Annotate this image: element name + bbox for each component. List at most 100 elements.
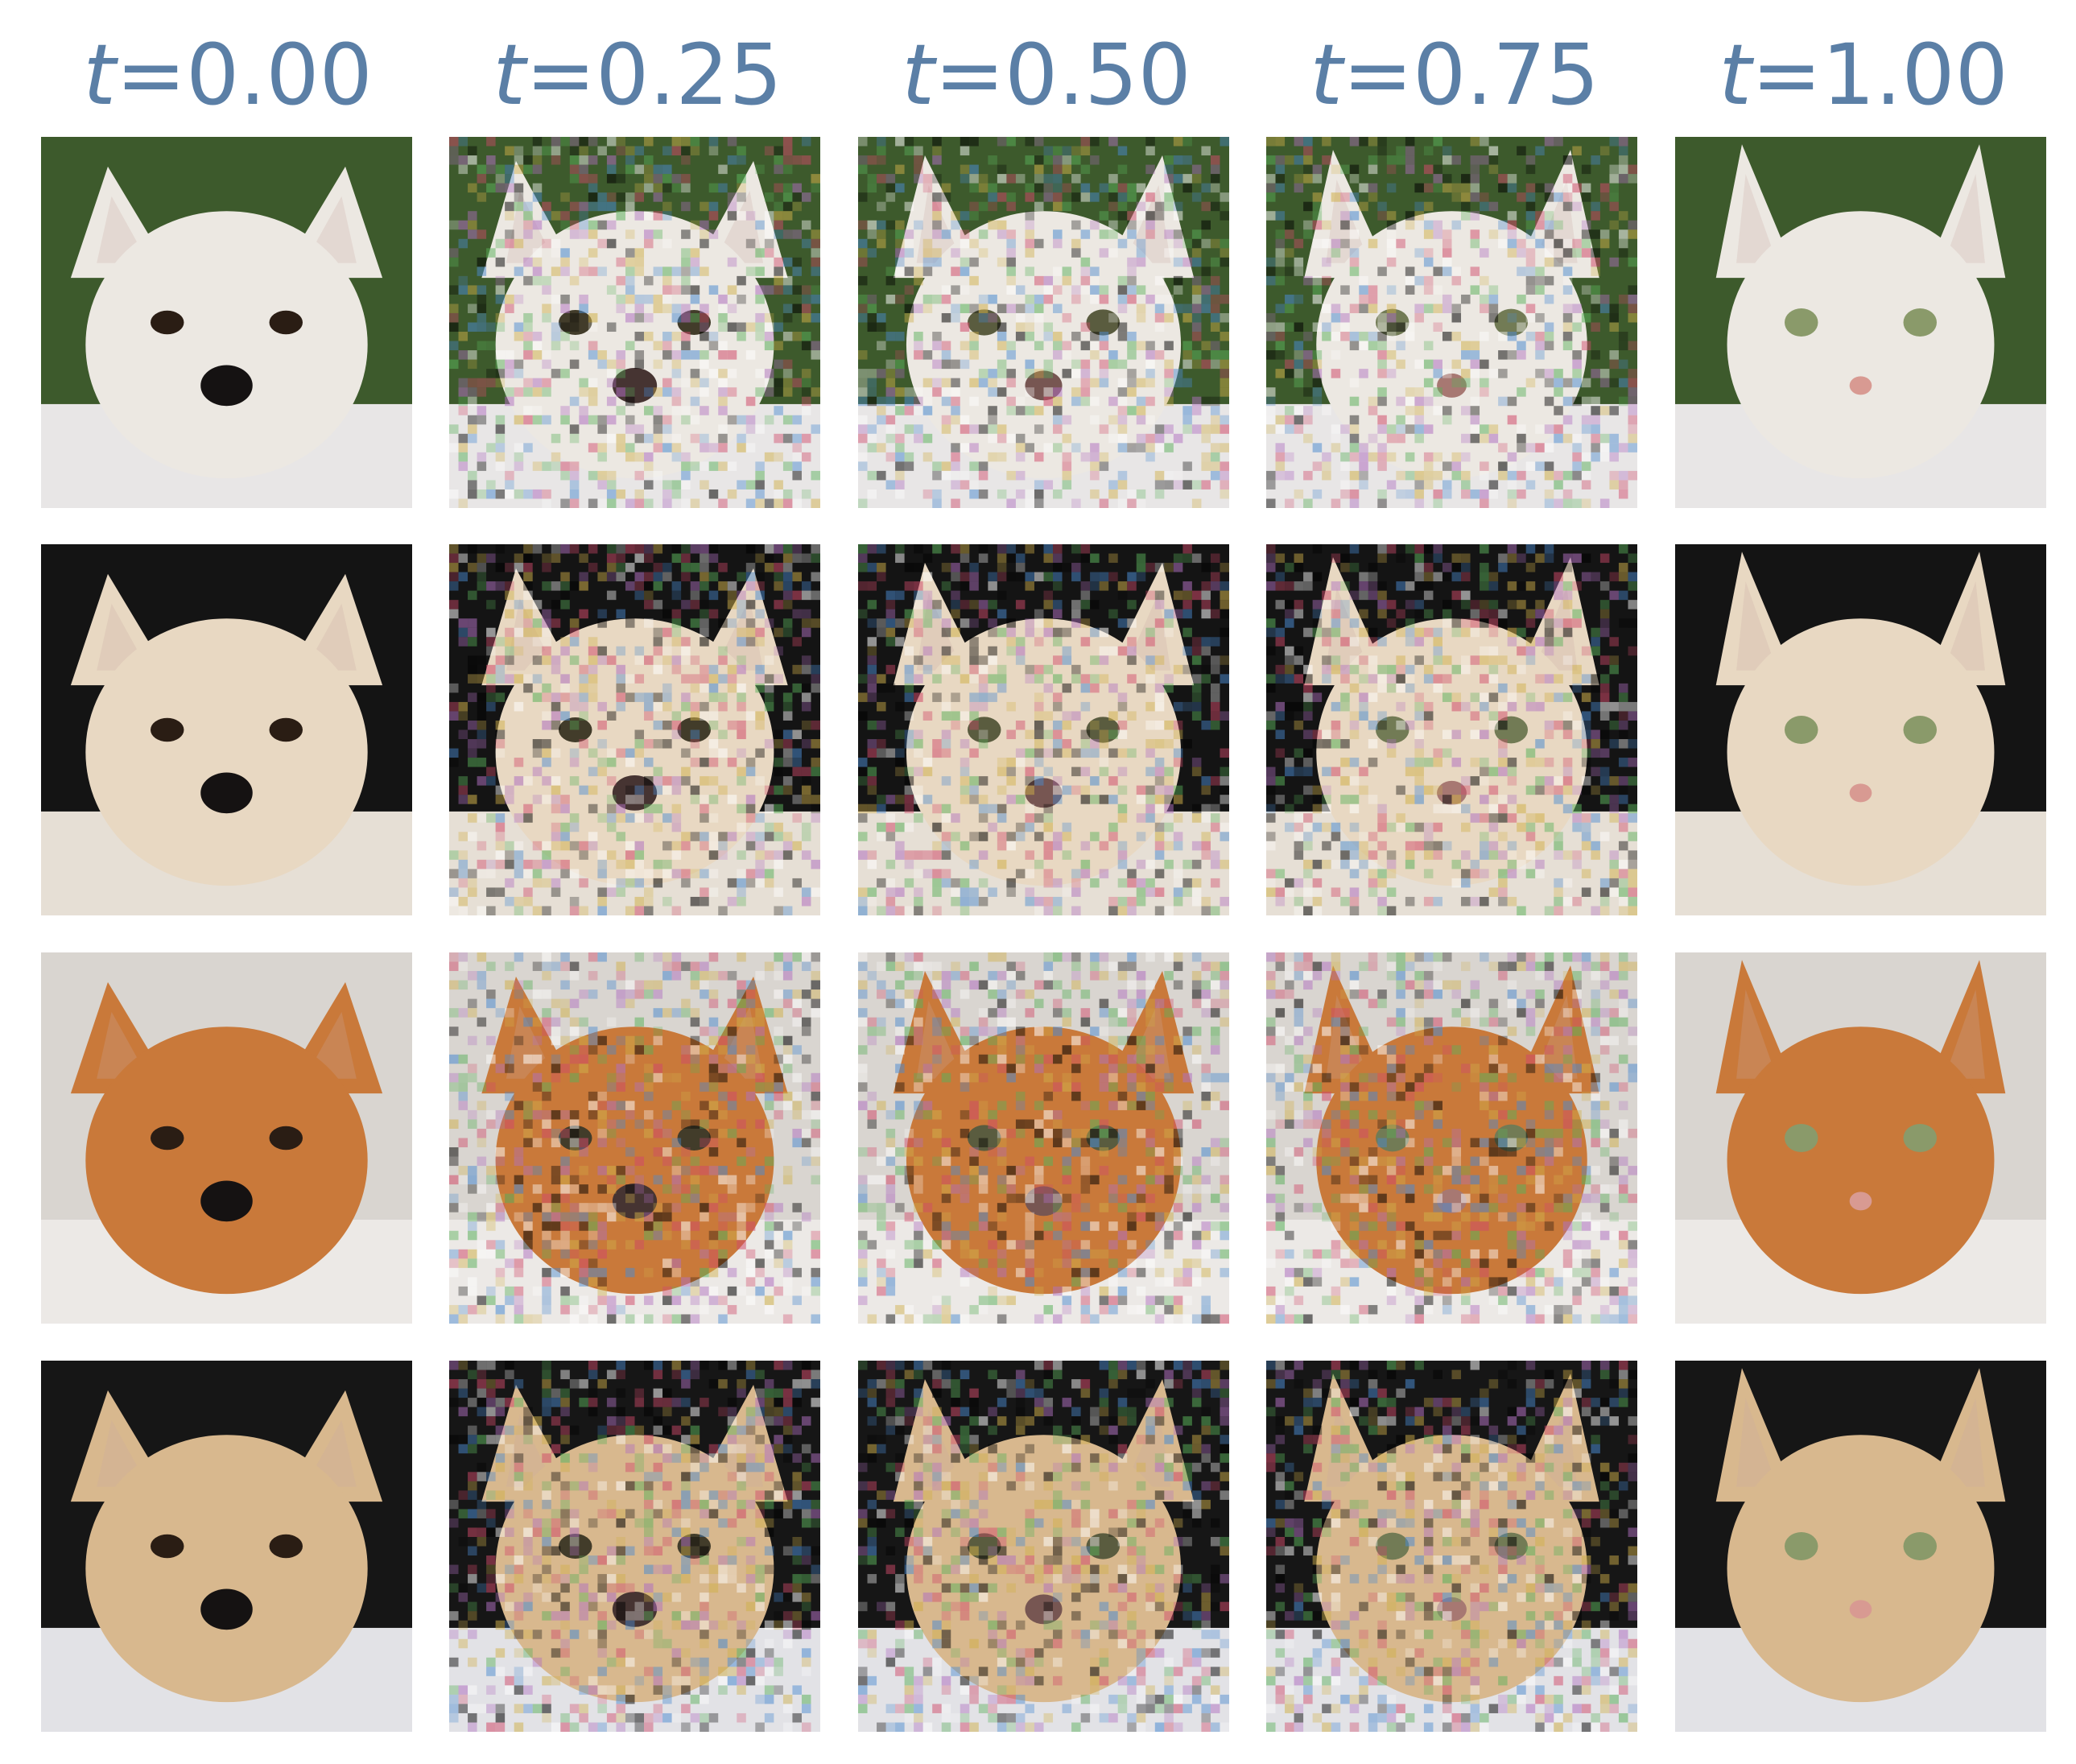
- noise-pixel: [514, 1147, 524, 1157]
- noise-pixel: [681, 1119, 691, 1129]
- noise-pixel: [542, 692, 551, 702]
- noise-pixel: [1628, 887, 1637, 897]
- noise-pixel: [1145, 192, 1155, 202]
- noise-pixel: [1405, 322, 1415, 333]
- noise-pixel: [1285, 229, 1294, 239]
- noise-pixel: [523, 1119, 533, 1129]
- noise-pixel: [690, 275, 700, 286]
- noise-pixel: [1127, 869, 1137, 878]
- noise-pixel: [1127, 275, 1137, 286]
- noise-pixel: [745, 424, 756, 434]
- noise-pixel: [1303, 229, 1313, 239]
- noise-pixel: [1043, 294, 1054, 304]
- noise-pixel: [523, 164, 533, 175]
- noise-pixel: [1145, 655, 1155, 665]
- noise-pixel: [737, 701, 746, 712]
- noise-pixel: [764, 1119, 774, 1129]
- noise-pixel: [1025, 822, 1034, 832]
- noise-pixel: [1099, 572, 1109, 582]
- noise-pixel: [495, 257, 506, 267]
- noise-pixel: [1275, 896, 1286, 907]
- noise-pixel: [867, 887, 877, 897]
- noise-pixel: [1108, 748, 1118, 758]
- noise-pixel: [1191, 359, 1202, 370]
- noise-pixel: [579, 201, 588, 212]
- noise-pixel: [764, 1082, 774, 1092]
- noise-pixel: [1322, 739, 1331, 749]
- noise-pixel: [449, 952, 459, 962]
- noise-pixel: [495, 294, 506, 304]
- noise-pixel: [1414, 776, 1424, 786]
- noise-pixel: [634, 729, 645, 740]
- noise-pixel: [1136, 201, 1146, 212]
- noise-pixel: [671, 869, 682, 878]
- noise-pixel: [449, 1119, 459, 1129]
- eye: [677, 717, 712, 742]
- noise-pixel: [1461, 201, 1471, 212]
- noise-pixel: [653, 581, 663, 591]
- noise-pixel: [885, 220, 896, 230]
- noise-pixel: [792, 1008, 802, 1018]
- noise-pixel: [718, 443, 728, 452]
- noise-pixel: [700, 266, 709, 276]
- noise-pixel: [1368, 183, 1378, 193]
- noise-pixel: [1210, 304, 1220, 313]
- noise-pixel: [1201, 452, 1211, 462]
- noise-pixel: [914, 748, 923, 758]
- noise-pixel: [569, 692, 580, 702]
- noise-pixel: [1562, 470, 1573, 481]
- noise-pixel: [858, 415, 868, 425]
- noise-pixel: [960, 415, 970, 425]
- noise-pixel: [588, 322, 598, 333]
- noise-pixel: [1525, 655, 1536, 665]
- noise-pixel: [1164, 201, 1174, 212]
- noise-pixel: [1423, 627, 1434, 638]
- noise-pixel: [1618, 618, 1628, 628]
- noise-pixel: [858, 424, 868, 434]
- noise-pixel: [477, 257, 487, 267]
- noise-pixel: [616, 989, 625, 999]
- noise-pixel: [468, 1064, 477, 1073]
- noise-pixel: [569, 813, 580, 823]
- noise-pixel: [625, 498, 635, 508]
- noise-pixel: [1201, 461, 1211, 471]
- noise-pixel: [569, 155, 580, 165]
- noise-pixel: [745, 1147, 756, 1157]
- noise-pixel: [745, 322, 756, 333]
- noise-pixel: [1127, 878, 1137, 888]
- noise-pixel: [969, 489, 979, 499]
- noise-pixel: [718, 618, 728, 628]
- noise-pixel: [1080, 544, 1091, 554]
- noise-pixel: [1507, 600, 1517, 609]
- noise-pixel: [449, 896, 459, 907]
- noise-pixel: [588, 637, 598, 647]
- noise-pixel: [449, 1054, 459, 1064]
- noise-pixel: [1340, 600, 1350, 609]
- noise-pixel: [1210, 553, 1220, 564]
- noise-pixel: [1414, 183, 1424, 193]
- noise-pixel: [1470, 618, 1480, 628]
- noise-pixel: [579, 155, 588, 165]
- noise-pixel: [1581, 424, 1591, 434]
- noise-pixel: [458, 627, 468, 638]
- noise-pixel: [1154, 211, 1165, 221]
- noise-pixel: [477, 841, 487, 851]
- noise-pixel: [764, 878, 774, 888]
- noise-pixel: [969, 776, 979, 786]
- noise-pixel: [1572, 581, 1582, 591]
- noise-pixel: [755, 832, 765, 841]
- noise-pixel: [1562, 433, 1573, 444]
- noise-pixel: [532, 1072, 543, 1083]
- noise-pixel: [1285, 470, 1294, 481]
- noise-pixel: [1609, 637, 1619, 647]
- noise-pixel: [745, 758, 756, 767]
- noise-pixel: [1628, 164, 1637, 175]
- noise-pixel: [1340, 896, 1350, 907]
- noise-pixel: [1535, 813, 1545, 823]
- noise-pixel: [1090, 137, 1100, 147]
- noise-pixel: [904, 646, 914, 656]
- noise-pixel: [495, 637, 506, 647]
- noise-pixel: [1034, 664, 1044, 675]
- noise-pixel: [1025, 211, 1034, 221]
- noise-pixel: [1359, 341, 1368, 351]
